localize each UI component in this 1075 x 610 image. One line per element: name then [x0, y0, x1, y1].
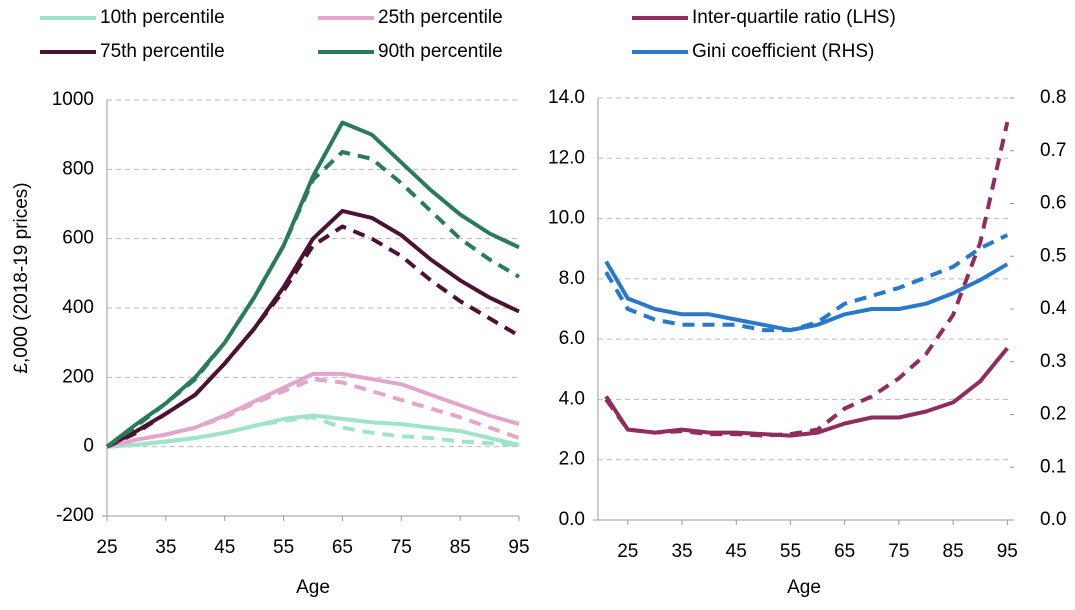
y2-tick-label: 0.6: [1040, 193, 1066, 214]
x-tick-label: 75: [391, 537, 412, 558]
y2-tick-label: 0.8: [1040, 87, 1066, 108]
legend-label: 90th percentile: [378, 41, 503, 62]
y2-tick-label: 0.0: [1040, 509, 1066, 530]
y-tick-label: 14.0: [548, 87, 585, 108]
legend-label: 10th percentile: [100, 7, 225, 28]
y-axis-title: £,000 (2018-19 prices): [11, 182, 32, 373]
x-tick-label: 95: [508, 537, 529, 558]
x-tick-label: 95: [997, 541, 1018, 562]
y-tick-label: 12.0: [548, 147, 585, 168]
x-tick-label: 85: [943, 541, 964, 562]
y2-tick-label: 0.2: [1040, 404, 1066, 425]
x-tick-label: 25: [96, 537, 117, 558]
y-tick-label: 6.0: [559, 328, 585, 349]
series-line: [105, 150, 521, 449]
legend-label: Gini coefficient (RHS): [692, 41, 874, 62]
legend-label: Inter-quartile ratio (LHS): [692, 7, 896, 28]
y-tick-label: 1000: [52, 89, 94, 110]
series-line: [106, 377, 520, 449]
y2-tick-label: 0.4: [1040, 298, 1067, 319]
y-tick-label: 600: [62, 228, 94, 249]
y-tick-label: 800: [62, 158, 94, 179]
series-line: [105, 120, 520, 449]
x-tick-label: 35: [671, 541, 692, 562]
y2-tick-label: 0.1: [1040, 456, 1066, 477]
series-line: [106, 415, 520, 449]
series-line: [604, 233, 1009, 333]
x-tick-label: 75: [888, 541, 909, 562]
y-tick-label: -200: [56, 505, 94, 526]
x-tick-label: 45: [214, 537, 235, 558]
series-line: [604, 346, 1009, 438]
y-tick-label: 8.0: [559, 268, 585, 289]
y-tick-label: 400: [62, 297, 94, 318]
x-tick-label: 35: [155, 537, 176, 558]
x-axis-title: Age: [787, 577, 821, 598]
x-tick-label: 85: [450, 537, 471, 558]
y2-tick-label: 0.3: [1040, 351, 1066, 372]
x-tick-label: 45: [726, 541, 747, 562]
x-tick-label: 65: [834, 541, 855, 562]
y-tick-label: 2.0: [559, 449, 585, 470]
x-axis-title: Age: [296, 577, 330, 598]
y-tick-label: 4.0: [559, 388, 585, 409]
legend-label: 25th percentile: [378, 7, 503, 28]
x-tick-label: 65: [332, 537, 353, 558]
y-tick-label: 200: [62, 366, 94, 387]
y-tick-label: 10.0: [548, 208, 585, 229]
y-tick-label: 0: [83, 436, 94, 457]
x-tick-label: 55: [780, 541, 801, 562]
x-tick-label: 25: [617, 541, 638, 562]
x-tick-label: 55: [273, 537, 294, 558]
y2-tick-label: 0.5: [1040, 245, 1066, 266]
series-line: [106, 208, 520, 449]
series-line: [604, 121, 1010, 438]
y2-tick-label: 0.7: [1040, 140, 1066, 161]
y-tick-label: 0.0: [559, 509, 585, 530]
legend-label: 75th percentile: [100, 41, 225, 62]
